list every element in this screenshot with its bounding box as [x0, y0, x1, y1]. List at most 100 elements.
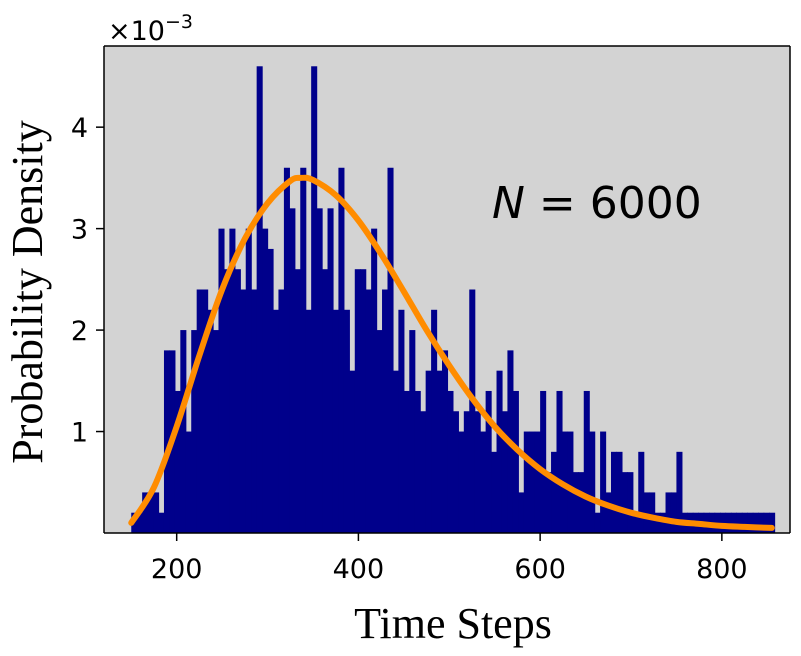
histogram-bar — [534, 431, 541, 533]
histogram-bar — [278, 289, 285, 533]
histogram-bar — [300, 167, 307, 533]
histogram-bar — [229, 228, 236, 534]
histogram-bar — [387, 167, 394, 533]
histogram-bar — [392, 370, 399, 533]
histogram-bar — [447, 390, 454, 533]
annotation-value: = 6000 — [525, 178, 702, 229]
x-tick-label: 200 — [151, 554, 203, 585]
histogram-bar — [403, 390, 410, 533]
histogram-bar — [283, 167, 290, 533]
histogram-bar — [240, 289, 247, 533]
histogram-bar — [153, 492, 160, 533]
histogram-bar — [594, 512, 601, 533]
histogram-bar — [605, 492, 612, 533]
annotation-variable: N — [492, 178, 525, 229]
histogram-bar — [273, 309, 280, 533]
histogram-bar — [245, 228, 252, 534]
histogram-bar — [431, 309, 438, 533]
histogram-bar — [223, 269, 230, 533]
histogram-bar — [665, 492, 672, 533]
y-ticks: 1 2 3 4 — [71, 113, 104, 449]
histogram-bar — [360, 269, 367, 533]
histogram-bar — [142, 492, 149, 533]
histogram-bar — [311, 66, 318, 533]
histogram-bar — [213, 330, 220, 533]
histogram-bar — [305, 309, 312, 533]
histogram-bar — [267, 248, 274, 534]
histogram-bar — [174, 390, 181, 533]
histogram-bar — [660, 512, 667, 533]
histogram-bar — [234, 269, 241, 533]
histogram-bar — [578, 472, 585, 534]
fit-curve — [128, 174, 775, 531]
histogram-bar — [452, 411, 459, 533]
annotation: N = 6000 — [492, 178, 702, 229]
histogram-bar — [163, 350, 171, 534]
y-multiplier-exponent: −3 — [165, 11, 193, 33]
histogram-bar — [191, 330, 198, 533]
histogram-bar — [496, 370, 503, 533]
histogram-bar — [343, 309, 350, 533]
histogram-bar — [501, 411, 509, 533]
histogram-bar — [589, 431, 596, 533]
histogram-bar — [551, 451, 558, 533]
histogram-bar — [670, 492, 678, 533]
histogram-bar — [725, 512, 732, 533]
histogram-bar — [720, 512, 727, 533]
histogram-bar — [485, 390, 492, 533]
histogram-bar — [752, 512, 759, 533]
y-multiplier-base: ×10 — [108, 16, 165, 47]
y-axis-label: Probability Density — [3, 120, 52, 463]
histogram-bar — [638, 451, 645, 533]
histogram-bar — [758, 512, 765, 533]
histogram-bar — [409, 330, 416, 533]
x-tick-label: 600 — [514, 554, 566, 585]
histogram-bar — [458, 431, 465, 533]
histogram-bar — [398, 309, 405, 533]
histogram-bar — [365, 289, 372, 533]
histogram-bar — [262, 228, 269, 534]
histogram-bar — [180, 330, 187, 533]
histogram-bar — [316, 208, 323, 533]
histogram-bar — [338, 167, 345, 533]
y-tick-label: 1 — [71, 418, 88, 449]
histogram-bar — [327, 208, 334, 533]
histogram-bar — [627, 472, 634, 534]
y-tick-label: 3 — [71, 215, 88, 246]
histogram-bar — [540, 390, 547, 533]
histogram-bar — [529, 431, 536, 533]
x-axis-label: Time Steps — [354, 599, 552, 648]
histogram-bar — [567, 431, 574, 533]
histogram-bar — [583, 390, 590, 533]
histogram-bar — [425, 370, 432, 533]
histogram-bar — [747, 512, 754, 533]
histogram-bar — [322, 269, 329, 533]
histogram-bar — [545, 472, 552, 534]
histogram-bar — [147, 492, 154, 533]
histogram-bar — [256, 66, 263, 533]
histogram-bar — [512, 390, 519, 533]
histogram-bar — [294, 269, 301, 533]
histogram-bar — [769, 512, 776, 533]
histogram-bar — [218, 228, 225, 534]
histogram-bar — [196, 289, 203, 533]
histogram-bar — [480, 431, 487, 533]
histogram-bar — [654, 512, 661, 533]
histogram-bar — [332, 309, 340, 533]
y-tick-label: 2 — [71, 316, 88, 347]
histogram-bar — [491, 451, 498, 533]
histogram-bar — [442, 350, 449, 534]
histogram-bar — [621, 472, 628, 534]
histogram-bar — [741, 512, 748, 533]
histogram-bar — [382, 289, 389, 533]
histogram-bar — [436, 370, 443, 533]
histogram-bars — [131, 66, 776, 534]
histogram-bar — [207, 309, 214, 533]
histogram-bar — [420, 411, 427, 533]
x-ticks: 200 400 600 800 — [151, 533, 748, 585]
x-tick-label: 400 — [333, 554, 385, 585]
histogram-bar — [763, 512, 770, 533]
histogram-bar — [518, 492, 525, 533]
histogram-bar — [185, 431, 192, 533]
